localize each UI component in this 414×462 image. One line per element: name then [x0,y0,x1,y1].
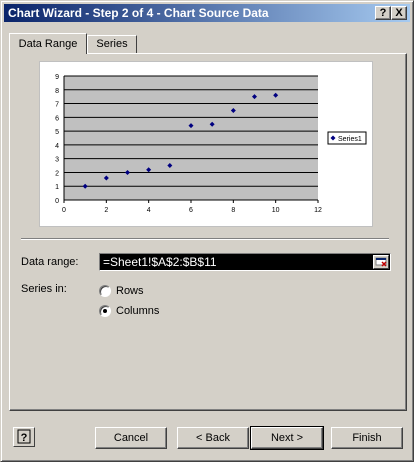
x-tick-label: 2 [104,207,108,214]
y-tick-label: 5 [55,129,59,136]
back-button[interactable]: < Back [177,427,249,449]
rows-label[interactable]: Rows [116,285,144,297]
window-title: Chart Wizard - Step 2 of 4 - Chart Sourc… [8,6,269,20]
legend-label: Series1 [338,136,362,143]
columns-radio[interactable] [99,305,111,317]
series-in-label: Series in: [21,283,67,295]
x-tick-label: 0 [62,207,66,214]
data-point [103,175,109,181]
help-title-button[interactable]: ? [375,6,391,20]
tab-series-label: Series [96,38,128,50]
radio-selected-dot [103,309,107,313]
x-tick-label: 10 [272,207,280,214]
data-point [146,167,152,173]
title-bar: Chart Wizard - Step 2 of 4 - Chart Sourc… [4,4,410,22]
help-icon: ? [17,429,31,444]
tab-data-range-label: Data Range [18,38,78,50]
y-tick-label: 7 [55,102,59,109]
data-point [273,92,279,98]
data-point [209,121,215,127]
data-point [125,169,130,175]
y-tick-label: 1 [55,184,59,191]
tab-series[interactable]: Series [87,35,137,53]
y-tick-label: 8 [55,88,59,95]
x-tick-label: 4 [147,207,151,214]
y-tick-label: 6 [55,115,59,122]
x-tick-label: 6 [189,207,193,214]
cancel-button[interactable]: Cancel [95,427,167,449]
legend-marker [330,135,336,141]
help-button[interactable]: ? [13,427,35,447]
data-range-label: Data range: [21,256,79,268]
tab-panel [9,53,407,411]
close-button[interactable]: X [391,6,407,20]
collapse-dialog-button[interactable] [373,255,389,269]
x-tick-label: 12 [314,207,322,214]
chart-preview: 0 1 2 3 4 5 6 7 8 9 0 2 4 6 8 10 12 Series1 [39,61,373,227]
legend-box [327,131,367,145]
data-point [188,123,194,129]
separator [21,238,389,240]
x-tick-label: 8 [231,207,235,214]
data-point [252,94,257,100]
y-tick-label: 0 [55,198,59,205]
finish-button[interactable]: Finish [331,427,403,449]
y-tick-label: 3 [55,157,59,164]
columns-label[interactable]: Columns [116,305,160,317]
y-tick-label: 2 [55,170,59,177]
y-tick-label: 4 [55,143,59,150]
svg-text:?: ? [21,432,28,444]
data-range-input[interactable]: =Sheet1!$A$2:$B$11 [99,253,391,271]
rows-radio[interactable] [99,285,111,297]
data-range-value: =Sheet1!$A$2:$B$11 [103,255,217,269]
collapse-dialog-icon [375,257,387,267]
y-tick-label: 9 [55,74,59,81]
data-point [230,107,236,113]
data-point [82,183,88,189]
next-button[interactable]: Next > [250,426,324,450]
tab-data-range[interactable]: Data Range [9,33,87,54]
data-point [167,163,173,169]
